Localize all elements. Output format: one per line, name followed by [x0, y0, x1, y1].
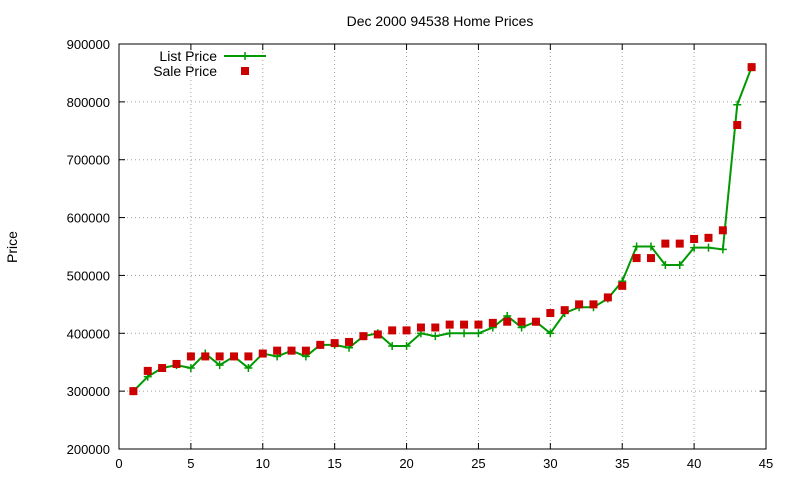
data-point-sale-price [330, 339, 339, 348]
data-point-sale-price [445, 320, 454, 329]
y-axis-label: Price [4, 231, 20, 263]
data-point-list-price [474, 329, 483, 338]
x-tick-label: 15 [327, 456, 341, 471]
data-point-sale-price [460, 320, 469, 329]
data-point-sale-price [402, 326, 411, 335]
x-tick-label: 10 [256, 456, 270, 471]
data-point-sale-price [632, 254, 641, 263]
y-tick-label: 900000 [67, 37, 110, 52]
data-point-sale-price [560, 306, 569, 315]
data-point-sale-price [416, 323, 425, 332]
data-point-sale-price [373, 330, 382, 339]
series-sale-price [129, 63, 756, 396]
data-point-sale-price [661, 239, 670, 248]
series-layer [129, 63, 756, 396]
legend: List Price Sale Price [153, 48, 266, 79]
data-point-sale-price [531, 317, 540, 326]
data-point-sale-price [345, 337, 354, 346]
data-point-list-price [733, 100, 742, 109]
data-point-list-price [661, 261, 670, 270]
data-point-list-price [431, 332, 440, 341]
data-point-sale-price [704, 233, 713, 242]
data-point-sale-price [230, 352, 239, 361]
data-point-sale-price [244, 352, 253, 361]
data-point-sale-price [301, 346, 310, 355]
data-point-sale-price [158, 364, 167, 372]
data-point-sale-price [675, 239, 684, 248]
data-point-sale-price [258, 349, 267, 358]
data-point-sale-price [488, 318, 497, 327]
data-point-sale-price [201, 352, 210, 361]
y-tick-label: 200000 [67, 442, 110, 457]
x-tick-label: 0 [115, 456, 122, 471]
data-point-sale-price [575, 300, 584, 309]
series-list-price [129, 63, 756, 396]
data-point-sale-price [143, 366, 152, 375]
data-point-list-price [215, 361, 224, 370]
y-tick-labels: 200000 300000 400000 500000 600000 700000 8000… [67, 37, 110, 457]
x-tick-label: 45 [759, 456, 773, 471]
data-point-list-price [704, 243, 713, 252]
data-point-sale-price [186, 352, 195, 361]
data-point-list-price [718, 245, 727, 254]
series-line-list-price [132, 66, 753, 392]
data-point-list-price [632, 242, 641, 251]
data-point-sale-price [546, 309, 555, 318]
x-tick-label: 5 [187, 456, 194, 471]
data-point-sale-price [646, 254, 655, 263]
data-point-sale-price [718, 226, 727, 235]
tick-marks [118, 43, 767, 450]
data-point-list-price [646, 242, 655, 251]
data-point-list-price [675, 261, 684, 270]
data-point-list-price [388, 342, 397, 351]
legend-label-sale-price: Sale Price [153, 63, 217, 79]
data-point-sale-price [287, 346, 296, 355]
y-tick-label: 700000 [67, 153, 110, 168]
data-point-sale-price [431, 323, 440, 332]
x-tick-label: 25 [471, 456, 485, 471]
data-point-sale-price [517, 317, 526, 326]
plot-frame [118, 43, 767, 450]
data-point-sale-price [316, 340, 325, 349]
x-tick-label: 40 [687, 456, 701, 471]
data-point-list-price [460, 329, 469, 338]
legend-label-list-price: List Price [159, 48, 217, 64]
chart-title: Dec 2000 94538 Home Prices [347, 13, 534, 29]
data-point-sale-price [359, 332, 368, 341]
data-point-sale-price [747, 63, 756, 72]
data-point-sale-price [474, 320, 483, 329]
data-point-sale-price [273, 346, 282, 355]
data-point-sale-price [129, 387, 138, 396]
legend-marker [241, 52, 249, 60]
data-point-sale-price [503, 317, 512, 326]
y-tick-label: 800000 [67, 95, 110, 110]
data-point-sale-price [589, 300, 598, 309]
y-tick-label: 600000 [67, 211, 110, 226]
data-point-sale-price [215, 352, 224, 361]
data-point-list-price [690, 243, 699, 252]
y-tick-label: 300000 [67, 384, 110, 399]
legend-symbol-list-price [224, 52, 266, 60]
x-tick-label: 30 [543, 456, 557, 471]
data-point-list-price [546, 329, 555, 338]
data-point-sale-price [603, 293, 612, 302]
y-tick-label: 500000 [67, 268, 110, 283]
data-point-sale-price [733, 121, 742, 129]
data-point-sale-price [690, 234, 699, 243]
data-point-list-price [445, 329, 454, 338]
data-point-list-price [186, 364, 195, 372]
legend-marker [241, 67, 249, 75]
data-point-sale-price [618, 281, 627, 290]
data-point-sale-price [388, 326, 397, 335]
x-tick-label: 20 [399, 456, 413, 471]
data-point-list-price [244, 364, 253, 372]
x-tick-label: 35 [615, 456, 629, 471]
data-point-list-price [402, 342, 411, 351]
x-tick-labels: 0 5 10 15 20 25 30 35 40 45 [115, 456, 773, 471]
y-tick-label: 400000 [67, 326, 110, 341]
data-point-sale-price [172, 359, 181, 368]
legend-symbol-sale-price [241, 67, 249, 75]
